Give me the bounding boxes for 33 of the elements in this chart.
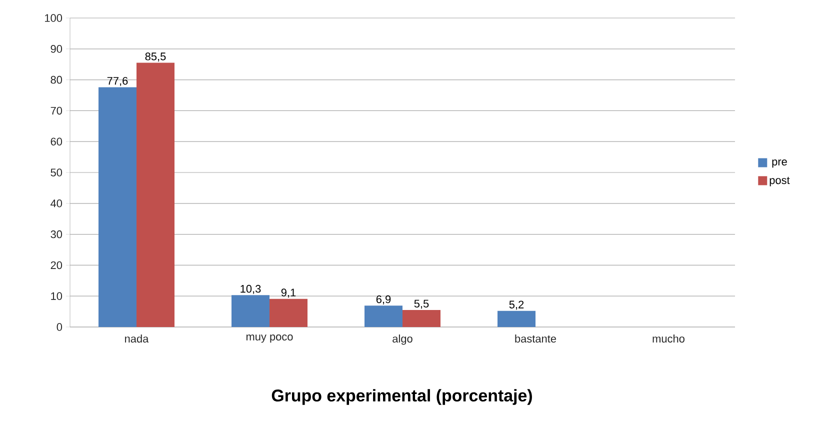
y-tick-label: 0 (56, 323, 62, 331)
legend-label: pre (772, 160, 787, 168)
data-label: 85,5 (145, 52, 166, 62)
bar (270, 298, 308, 327)
x-tick-label: algo (392, 334, 412, 345)
bar (402, 310, 440, 327)
y-tick-label: 80 (50, 76, 62, 84)
y-tick-label: 30 (50, 230, 62, 238)
x-tick-label: nada (125, 334, 149, 343)
y-tick-label: 50 (50, 168, 62, 176)
data-label: 10,3 (240, 284, 261, 294)
data-label: 5,2 (509, 300, 524, 310)
y-tick-label: 20 (50, 261, 62, 270)
y-tick-label: 100 (45, 14, 62, 22)
y-tick-label: 70 (50, 106, 62, 115)
y-tick-label: 40 (50, 200, 62, 208)
y-tick-label: 60 (50, 138, 62, 146)
data-label: 6,9 (376, 295, 391, 304)
y-tick-label: 90 (50, 45, 62, 53)
x-tick-label: bastante (515, 334, 556, 343)
data-label: 77,6 (107, 76, 128, 86)
bar (364, 306, 402, 327)
data-label: 5,5 (414, 300, 429, 309)
x-tick-label: muy poco (246, 334, 293, 343)
data-label: 9,1 (281, 288, 296, 298)
bar (136, 62, 174, 327)
bar (98, 87, 136, 327)
x-tick-label: mucho (652, 334, 684, 343)
text: Grupo experimental (porcentaje) (272, 389, 532, 405)
y-tick-label: 10 (51, 292, 62, 300)
legend-label: post (770, 176, 790, 186)
bar (498, 310, 536, 327)
bar (232, 295, 270, 327)
